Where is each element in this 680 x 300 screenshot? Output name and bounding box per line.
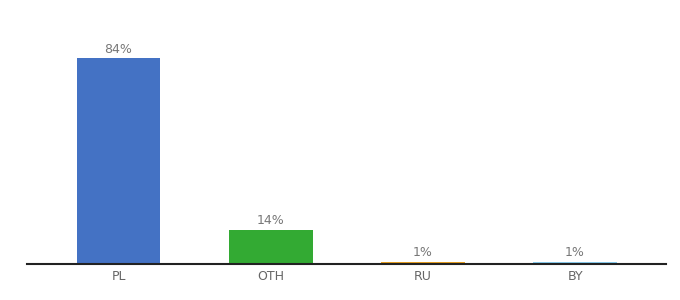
Bar bbox=[77, 58, 160, 264]
Bar bbox=[381, 262, 464, 264]
Text: 1%: 1% bbox=[413, 246, 433, 259]
Text: 14%: 14% bbox=[257, 214, 284, 227]
Bar bbox=[229, 230, 313, 264]
Text: 84%: 84% bbox=[105, 43, 133, 56]
Bar bbox=[533, 262, 617, 264]
Text: 1%: 1% bbox=[565, 246, 585, 259]
